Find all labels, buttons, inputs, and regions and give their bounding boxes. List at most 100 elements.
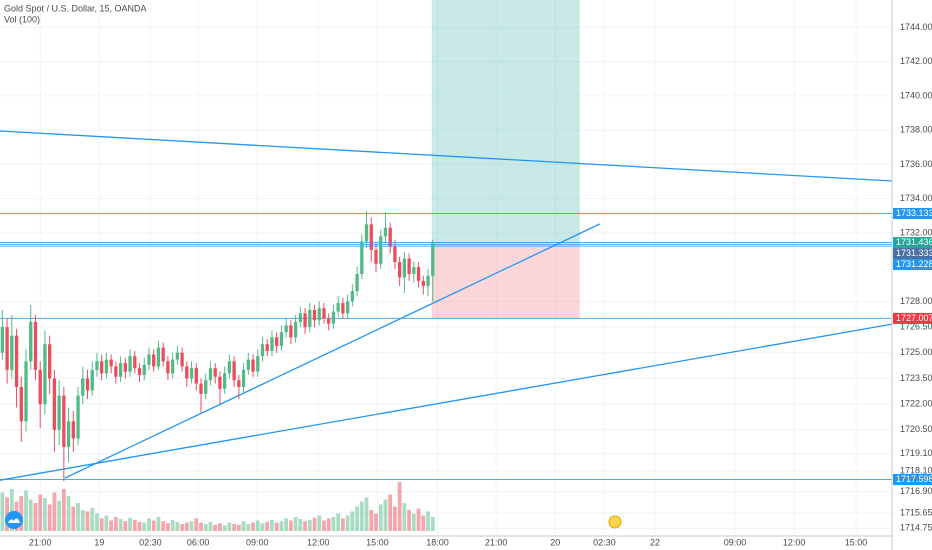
volume-bar [199, 522, 203, 531]
grid [0, 0, 892, 536]
candle-body [369, 224, 373, 251]
volume-bar [5, 497, 9, 531]
candle-body [256, 356, 260, 372]
volume-bar [350, 511, 355, 531]
x-tick-label: 21:00 [29, 537, 52, 547]
candle-body [416, 267, 421, 281]
y-tick-label: 1736.000 [900, 159, 932, 169]
y-tick-label: 1716.900 [900, 486, 932, 496]
candle-body [57, 395, 61, 430]
candle-body [76, 395, 80, 439]
candle-body [5, 327, 9, 370]
candle-body [29, 321, 33, 362]
candle-body [166, 361, 170, 374]
chart-title: Gold Spot / U.S. Dollar, 15, OANDA [4, 3, 147, 13]
y-tick-label: 1725.000 [900, 347, 932, 357]
y-tick-label: 1720.500 [900, 424, 932, 434]
candle-body [204, 380, 208, 394]
candle-body [275, 337, 279, 346]
x-tick-label: 12:00 [307, 537, 330, 547]
x-tick-label: 02:30 [139, 537, 162, 547]
candle-body [62, 395, 66, 447]
volume-bar [430, 517, 435, 531]
logo[interactable] [5, 511, 23, 529]
candle-body [19, 387, 23, 422]
volume-bar [85, 511, 90, 531]
candle-body [251, 359, 255, 372]
x-tick-label: 09:00 [724, 537, 747, 547]
event-icon[interactable] [608, 515, 622, 529]
candle-body [379, 236, 383, 264]
y-tick-label: 1723.500 [900, 373, 932, 383]
candle-body [345, 301, 350, 314]
candle-body [241, 369, 246, 388]
logo-icon [8, 518, 20, 523]
volume-bar [303, 521, 307, 531]
candle-body [123, 363, 127, 372]
volume-bar [255, 520, 260, 531]
plot-area [0, 0, 892, 531]
candle-body [133, 356, 137, 369]
price-label [893, 248, 932, 260]
candle-body [208, 368, 213, 381]
volume-bar [166, 523, 170, 531]
candle-body [341, 303, 345, 314]
volume-bar [170, 519, 175, 531]
price-label [893, 237, 932, 249]
volume-bar [142, 522, 147, 531]
candle-body [109, 359, 113, 367]
candle-body [355, 273, 359, 292]
volume-bar [298, 519, 303, 531]
volume-bar [322, 520, 326, 531]
volume-bar [194, 518, 199, 531]
volume-bar [288, 520, 293, 531]
volume-bar [326, 518, 331, 531]
volume-bar [147, 518, 151, 531]
y-tick-label: 1714.750 [900, 523, 932, 533]
y-tick-label: 1718.100 [900, 465, 932, 475]
volume-bar [71, 506, 76, 531]
candle-body [85, 378, 90, 391]
volume-bar [38, 494, 43, 531]
candle-body [175, 352, 180, 360]
candle-body [360, 241, 364, 274]
candle-body [52, 378, 57, 430]
candle-body [289, 325, 293, 338]
volume-bar [341, 518, 345, 531]
candle-body [350, 291, 355, 302]
price-label [893, 474, 932, 486]
y-tick-label: 1742.000 [900, 56, 932, 66]
volume-bar [184, 522, 189, 531]
candle-body [393, 246, 397, 263]
y-tick-label: 1744.000 [900, 22, 932, 32]
position-target [431, 0, 580, 243]
volume-bar [411, 513, 416, 531]
volume-bar [76, 503, 80, 531]
volume-bar [128, 517, 132, 531]
volume-bar [265, 521, 270, 531]
volume-bar [180, 524, 184, 531]
volume-bar [331, 517, 336, 531]
volume-bar [345, 515, 350, 531]
volume-bar [270, 519, 274, 531]
candle-body [431, 243, 435, 276]
volume-bar [33, 503, 38, 531]
volume-bar [43, 498, 47, 531]
candle-body [14, 335, 19, 388]
candle-body [152, 354, 156, 367]
volume-bar [402, 503, 407, 531]
axes: 1744.000 1742.000 1740.000 1738.000 1736.000… [29, 22, 932, 547]
x-tick-label: 20 [550, 537, 560, 547]
candle-body [170, 359, 175, 374]
y-tick-label: 1734.000 [900, 193, 932, 203]
volume-bar [208, 521, 213, 531]
volume-bar [19, 496, 24, 531]
x-tick-label: 06:00 [187, 537, 210, 547]
price-label [893, 207, 932, 219]
volume-bar [95, 513, 99, 531]
volume-bar [189, 521, 194, 531]
candle-body [232, 361, 236, 381]
volume-bar [378, 504, 383, 531]
candle-body [137, 368, 142, 376]
candle-body [412, 267, 416, 274]
